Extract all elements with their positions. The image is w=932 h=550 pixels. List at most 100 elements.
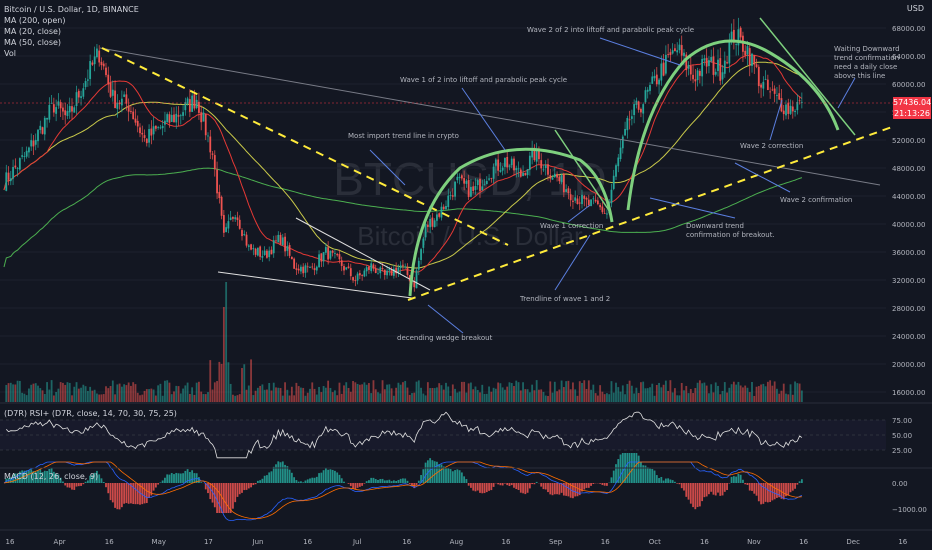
macd-histogram-bar — [105, 483, 107, 488]
annotation-wave1-correction: Wave 1 correction — [540, 222, 604, 230]
macd-histogram-bar — [102, 482, 105, 483]
macd-histogram-bar — [798, 481, 801, 483]
time-tick-label: 16 — [700, 538, 709, 546]
macd-histogram-bar — [542, 483, 545, 490]
volume-bar — [179, 393, 182, 402]
candle-body — [195, 99, 198, 108]
macd-histogram-bar — [476, 483, 479, 491]
candle-body — [451, 195, 454, 197]
candle-body — [14, 165, 17, 168]
price-tick-label: 60000.00 — [892, 81, 925, 89]
price-tick-label: 20000.00 — [892, 361, 925, 369]
macd-legend[interactable]: MACD (12, 26, close, 9) — [4, 472, 99, 481]
volume-bar — [313, 388, 316, 402]
legend-ma200[interactable]: MA (200, open) — [4, 16, 66, 25]
volume-bar — [229, 383, 232, 402]
macd-histogram-bar — [719, 483, 722, 496]
volume-bar — [349, 391, 352, 402]
volume-bar — [517, 382, 520, 402]
candle-body — [86, 79, 89, 81]
macd-histogram-bar — [23, 470, 26, 483]
candle-body — [25, 150, 28, 157]
macd-histogram-bar — [322, 470, 325, 483]
volume-bar — [594, 393, 597, 402]
volume-bar — [354, 382, 357, 402]
candle-body — [388, 268, 391, 271]
macd-histogram-bar — [678, 483, 681, 485]
macd-histogram-bar — [336, 472, 339, 483]
volume-bar — [134, 384, 137, 402]
candle-body — [186, 98, 189, 104]
macd-histogram-bar — [576, 483, 579, 497]
candle-body — [791, 106, 794, 112]
volume-bar — [662, 384, 665, 402]
volume-bar — [86, 390, 89, 402]
price-tick-label: 52000.00 — [892, 137, 925, 145]
volume-bar — [254, 390, 257, 402]
important-trend-line — [101, 47, 509, 246]
candle-body — [309, 266, 311, 268]
macd-histogram-bar — [168, 474, 171, 483]
macd-histogram-bar — [408, 483, 411, 484]
volume-bar — [449, 395, 452, 402]
price-tick-label: 36000.00 — [892, 249, 925, 257]
legend-vol[interactable]: Vol — [4, 49, 16, 58]
volume-bar — [612, 392, 615, 402]
volume-bar — [7, 383, 10, 402]
candle-body — [266, 250, 268, 258]
macd-histogram-bar — [447, 468, 450, 483]
volume-bar — [689, 388, 692, 402]
macd-histogram-bar — [356, 483, 359, 488]
volume-bar — [157, 385, 160, 402]
macd-histogram-bar — [295, 480, 298, 483]
annotation-wave2-correction: Wave 2 correction — [740, 142, 804, 150]
candle-body — [449, 195, 452, 196]
volume-bar — [766, 381, 769, 402]
macd-histogram-bar — [241, 483, 243, 493]
volume-bar — [694, 388, 697, 402]
candle-body — [207, 135, 209, 137]
volume-bar — [395, 387, 398, 402]
candle-body — [118, 102, 121, 105]
macd-histogram-bar — [377, 479, 379, 483]
macd-histogram-bar — [130, 483, 132, 504]
volume-bar — [204, 394, 207, 402]
candle-body — [494, 159, 497, 166]
volume-bar — [619, 391, 622, 402]
macd-histogram-bar — [331, 469, 334, 483]
volume-bar — [272, 382, 275, 402]
volume-bar — [64, 384, 67, 402]
macd-histogram-bar — [14, 473, 17, 483]
volume-bar — [624, 394, 626, 402]
volume-bar — [751, 381, 753, 402]
volume-bar — [798, 383, 801, 402]
macd-histogram-bar — [184, 470, 187, 483]
volume-bar — [735, 384, 738, 402]
volume-bar — [617, 387, 620, 402]
candle-body — [91, 62, 94, 65]
legend-ma50[interactable]: MA (50, close) — [4, 38, 62, 47]
rsi-legend[interactable]: (D7R) RSI+ (D7R, close, 14, 70, 30, 75, … — [4, 409, 177, 418]
volume-bar — [794, 381, 796, 402]
volume-bar — [490, 391, 493, 402]
macd-histogram-bar — [794, 483, 796, 489]
candle-body — [569, 194, 572, 201]
candle-body — [356, 273, 359, 281]
chart-legend: Bitcoin / U.S. Dollar, 1D, BINANCE MA (2… — [4, 4, 139, 59]
macd-histogram-bar — [120, 483, 123, 508]
volume-bar — [411, 393, 413, 402]
macd-pane: 0.00 −1000.00 — [3, 453, 927, 521]
volume-bar — [141, 394, 144, 402]
volume-bar — [606, 393, 608, 402]
annotation-waiting-line3: need a daily close — [834, 63, 898, 71]
price-tick-label: 44000.00 — [892, 193, 925, 201]
currency-label[interactable]: USD — [906, 4, 924, 13]
macd-histogram-bar — [157, 483, 160, 485]
candle-body — [626, 117, 629, 131]
volume-bar — [429, 388, 432, 402]
legend-ma20[interactable]: MA (20, close) — [4, 27, 62, 36]
candle-body — [107, 74, 110, 85]
time-tick-label: Jul — [352, 538, 362, 546]
macd-histogram-bar — [574, 483, 577, 497]
